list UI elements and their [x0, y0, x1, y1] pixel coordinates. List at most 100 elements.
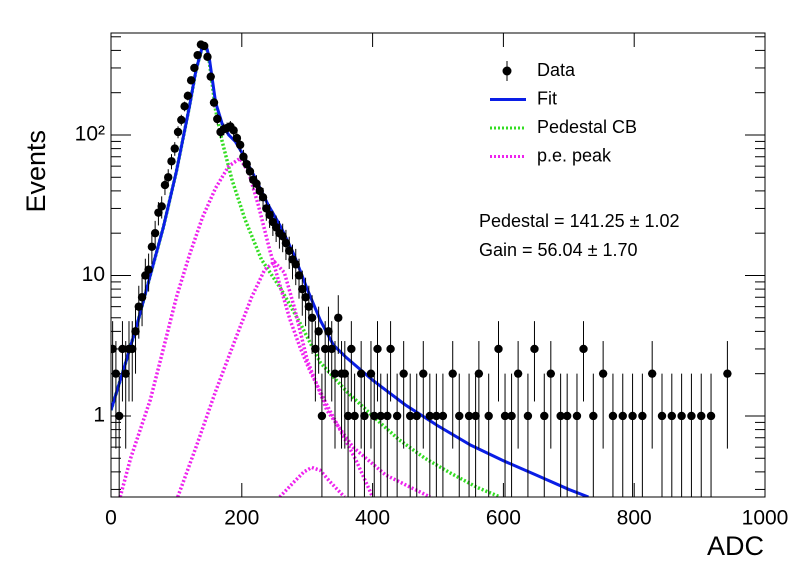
data-point	[190, 63, 199, 73]
data-point	[399, 369, 408, 378]
data-point	[562, 411, 572, 421]
data-point	[298, 284, 307, 294]
x-tick-label: 200	[224, 507, 259, 530]
data-point	[324, 327, 333, 336]
data-point	[121, 369, 130, 378]
data-point	[513, 369, 523, 378]
data-point	[304, 302, 314, 311]
data-point	[530, 344, 539, 354]
data-point	[432, 411, 441, 421]
data-point	[540, 411, 549, 421]
data-point	[687, 411, 696, 421]
x-axis-title: ADC	[707, 531, 764, 561]
data-point	[265, 210, 274, 220]
data-point	[546, 369, 556, 378]
data-point	[706, 411, 716, 421]
data-point	[307, 313, 317, 322]
data-point	[252, 179, 261, 188]
data-point	[419, 369, 428, 378]
data-point	[386, 344, 395, 354]
axes: 0 200 400 600 800 1000 1 10 10²	[75, 33, 788, 530]
x-tick-label: 400	[355, 507, 390, 530]
data-point	[448, 369, 457, 378]
data-point	[170, 144, 179, 153]
data-point	[193, 50, 202, 60]
data-point	[320, 344, 330, 354]
data-point	[572, 411, 582, 421]
data-point	[154, 208, 163, 217]
y-tick-label: 10	[82, 263, 105, 286]
data-point	[301, 293, 310, 302]
data-point	[311, 344, 320, 354]
legend-swatch	[502, 66, 512, 76]
data-point	[406, 411, 415, 421]
data-point	[376, 411, 385, 421]
data-point	[373, 344, 382, 354]
data-point	[340, 369, 350, 378]
data-point	[438, 411, 448, 421]
data-point	[314, 327, 323, 336]
data-point	[667, 411, 677, 421]
data-point	[327, 344, 336, 354]
peak-curve	[278, 465, 346, 497]
data-point	[199, 41, 209, 51]
data-point	[144, 265, 153, 274]
data-point	[131, 327, 140, 336]
data-point	[281, 238, 291, 248]
data-point	[134, 302, 143, 311]
data-point	[206, 72, 215, 81]
data-point	[360, 411, 369, 421]
data-point	[556, 411, 565, 421]
data-point	[229, 126, 238, 135]
data-point	[464, 411, 474, 421]
data-point	[209, 98, 219, 107]
data-point	[317, 411, 327, 421]
data-point	[173, 127, 183, 137]
y-axis-title: Events	[21, 130, 51, 213]
data-point	[343, 411, 353, 421]
data-point	[239, 152, 248, 161]
data-point	[167, 157, 176, 166]
data-point	[164, 173, 173, 182]
data-point	[392, 411, 402, 421]
data-point	[412, 411, 421, 421]
data-point	[180, 102, 189, 111]
data-point	[183, 91, 193, 101]
legend-label: Pedestal CB	[537, 117, 637, 137]
data-point	[356, 369, 366, 378]
data-point	[150, 228, 160, 238]
data-point	[334, 313, 343, 322]
data-point	[177, 115, 186, 125]
data-point	[425, 411, 435, 421]
data-point	[118, 344, 127, 354]
data-point	[723, 369, 732, 378]
legend-label: Fit	[537, 88, 557, 108]
y-tick-label: 10²	[75, 123, 105, 146]
data-point	[638, 411, 647, 421]
x-tick-label: 600	[486, 507, 521, 530]
x-tick-label: 0	[105, 507, 117, 530]
data-point	[262, 204, 271, 213]
data-point	[147, 242, 157, 252]
data-point	[186, 76, 196, 85]
data-point	[628, 411, 637, 421]
data-point	[235, 140, 245, 150]
annotation: Pedestal = 141.25 ± 1.02	[479, 211, 680, 231]
legend: Data Fit Pedestal CB p.e. peak	[490, 60, 637, 165]
data-point	[455, 411, 464, 421]
data-point	[137, 293, 147, 302]
data-point	[618, 411, 627, 421]
data-point	[242, 159, 251, 169]
data-point	[494, 344, 503, 354]
data-point	[608, 411, 618, 421]
data-point	[677, 411, 686, 421]
data-point	[657, 411, 667, 421]
data-point	[128, 344, 137, 354]
data-point	[203, 52, 212, 62]
data-point	[484, 411, 493, 421]
legend-label: p.e. peak	[537, 145, 612, 165]
legend-label: Data	[537, 60, 576, 80]
data-point	[507, 411, 516, 421]
data-point	[647, 369, 657, 378]
